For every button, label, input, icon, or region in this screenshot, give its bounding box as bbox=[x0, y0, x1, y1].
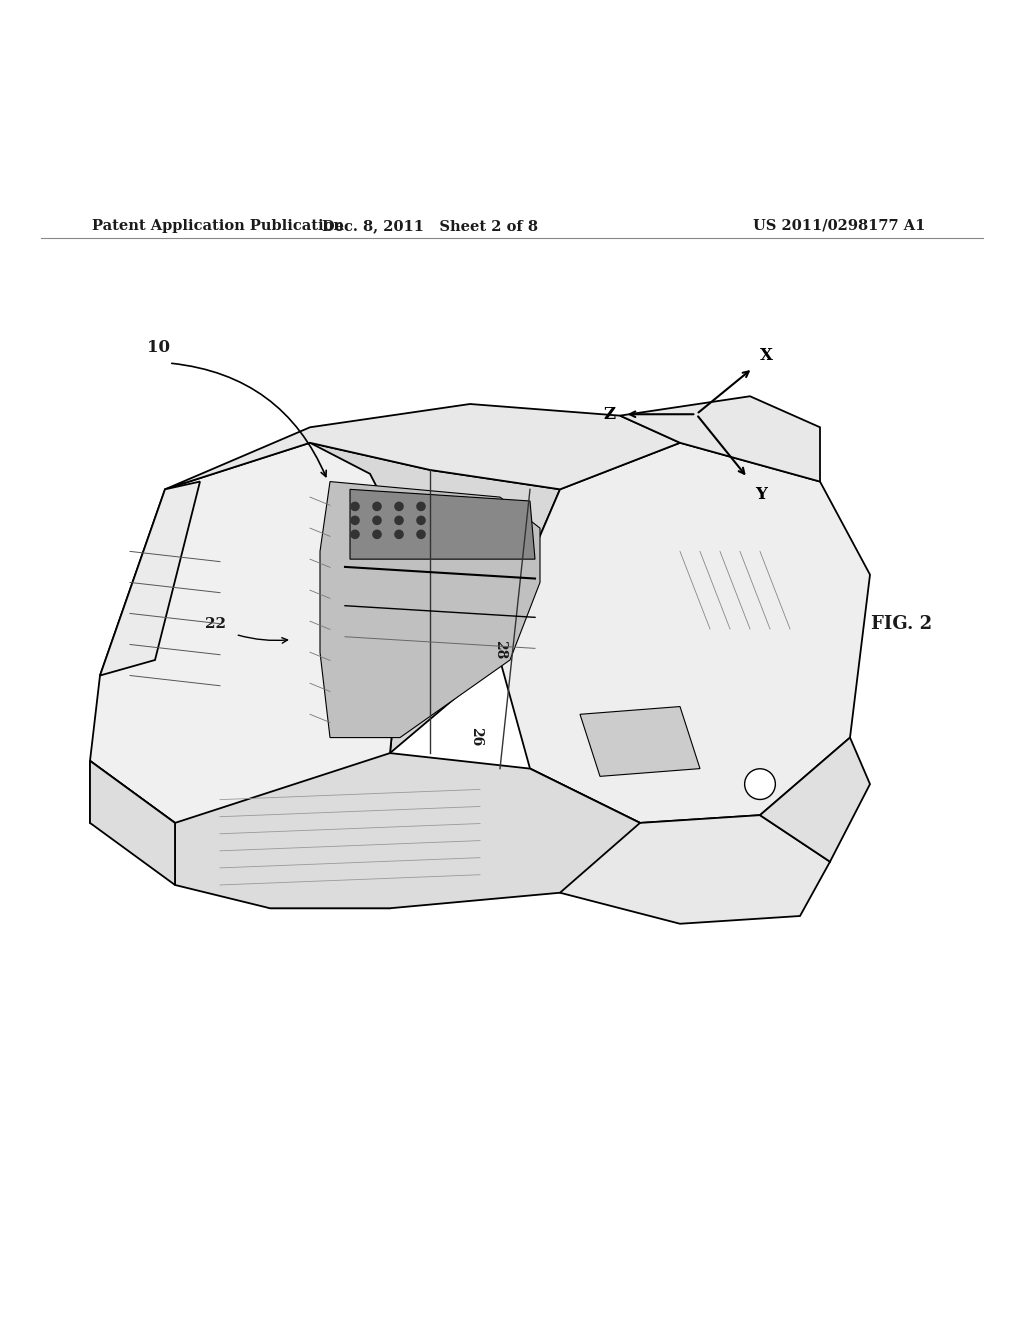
Circle shape bbox=[417, 503, 425, 511]
Circle shape bbox=[395, 531, 403, 539]
Polygon shape bbox=[90, 760, 390, 908]
Circle shape bbox=[351, 531, 359, 539]
Text: Z: Z bbox=[603, 405, 615, 422]
Text: 26: 26 bbox=[469, 727, 483, 746]
Text: Patent Application Publication: Patent Application Publication bbox=[92, 219, 344, 232]
Text: FIG. 2: FIG. 2 bbox=[870, 615, 932, 634]
Circle shape bbox=[351, 503, 359, 511]
Text: Dec. 8, 2011   Sheet 2 of 8: Dec. 8, 2011 Sheet 2 of 8 bbox=[323, 219, 538, 232]
Text: 22: 22 bbox=[205, 618, 225, 631]
Text: US 2011/0298177 A1: US 2011/0298177 A1 bbox=[754, 219, 926, 232]
Text: Y: Y bbox=[755, 486, 767, 503]
Circle shape bbox=[373, 531, 381, 539]
Circle shape bbox=[417, 516, 425, 524]
Polygon shape bbox=[760, 738, 870, 862]
Polygon shape bbox=[319, 482, 540, 738]
Text: 10: 10 bbox=[147, 339, 170, 356]
Polygon shape bbox=[90, 760, 175, 884]
Polygon shape bbox=[580, 706, 700, 776]
Circle shape bbox=[417, 531, 425, 539]
Polygon shape bbox=[620, 396, 820, 482]
Circle shape bbox=[395, 503, 403, 511]
Circle shape bbox=[395, 516, 403, 524]
Polygon shape bbox=[350, 490, 535, 560]
Text: 28: 28 bbox=[493, 640, 507, 660]
Circle shape bbox=[744, 768, 775, 800]
Polygon shape bbox=[175, 442, 560, 822]
Text: X: X bbox=[760, 347, 772, 364]
Polygon shape bbox=[90, 442, 410, 822]
Circle shape bbox=[373, 503, 381, 511]
Polygon shape bbox=[530, 768, 830, 924]
Polygon shape bbox=[175, 754, 640, 908]
Polygon shape bbox=[165, 404, 680, 490]
Polygon shape bbox=[100, 482, 200, 676]
Circle shape bbox=[373, 516, 381, 524]
Polygon shape bbox=[500, 442, 870, 822]
Circle shape bbox=[351, 516, 359, 524]
